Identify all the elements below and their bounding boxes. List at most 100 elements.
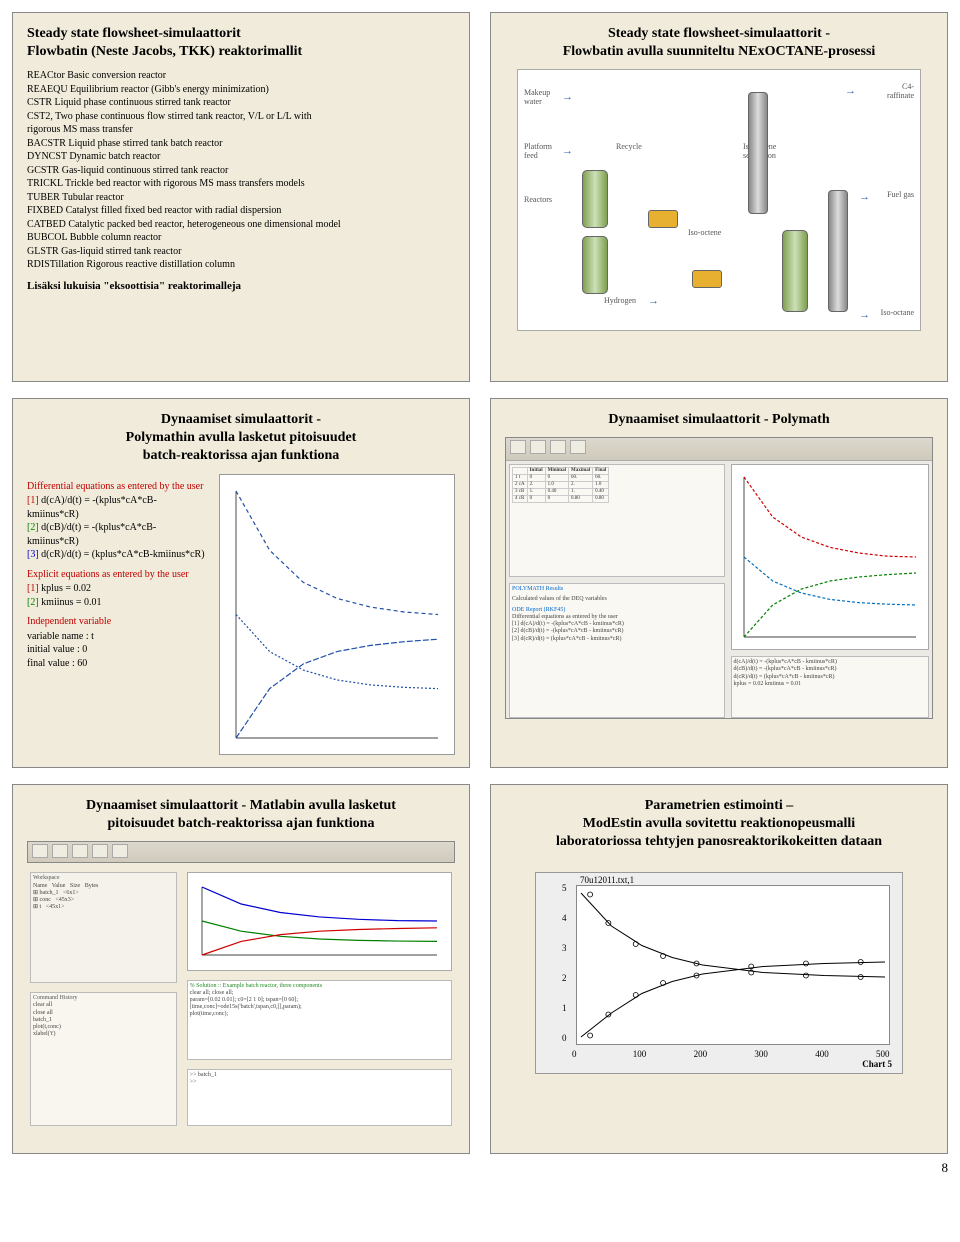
reactor-item: DYNCST Dynamic batch reactor [27,150,455,164]
reactor-item: CST2, Two phase continuous flow stirred … [27,110,455,124]
diff2: d(cB)/d(t) = -(kplus*cA*cB-kmiinus*cR) [27,522,156,547]
toolbar-button[interactable] [32,844,48,858]
xtick: 100 [633,1049,647,1059]
slide4-title: Dynaamiset simulaattorit - Polymath [505,411,933,429]
xtick: 300 [754,1049,768,1059]
ode-report-panel: POLYMATH Results Calculated values of th… [509,583,725,718]
toolbar-button[interactable] [52,844,68,858]
workspace-panel: Workspace Name Value Size Bytes ⊞ batch_… [30,872,177,983]
arrow-icon: → [859,192,870,203]
indep1: variable name : t [27,630,207,644]
editor-panel: d(cA)/d(t) = -(kplus*cA*cB - kmiinus*cR)… [731,656,929,718]
slide1-title: Steady state flowsheet-simulaattorit Flo… [27,25,455,61]
expl-heading: Explicit equations as entered by the use… [27,568,207,582]
column-2-icon [828,190,848,312]
toolbar-button[interactable] [510,440,526,454]
reactor-item: TUBER Tubular reactor [27,191,455,205]
reactor-item: TRICKL Trickle bed reactor with rigorous… [27,177,455,191]
slide3-title-l3: batch-reaktorissa ajan funktiona [27,447,455,465]
ytick: 4 [562,913,567,923]
reactor-item: CSTR Liquid phase continuous stirred tan… [27,96,455,110]
slide5-title-l1: Dynaamiset simulaattorit - Matlabin avul… [27,797,455,815]
diff1: d(cA)/d(t) = -(kplus*cA*cB-kmiinus*cR) [27,495,157,520]
results-table-panel: InitialMinimalMaximalFinal1 t0060.60.2 c… [509,464,725,577]
slide3-title: Dynaamiset simulaattorit - Polymathin av… [27,411,455,466]
flowsheet-diagram: Makeup water Platform feed Reactors Recy… [517,69,921,331]
equations-column: Differential equations as entered by the… [27,474,207,755]
ytick: 2 [562,973,567,983]
expl2: kmiinus = 0.01 [41,597,101,608]
heatex-2-icon [692,270,722,288]
toolbar-button[interactable] [112,844,128,858]
ytick: 3 [562,943,567,953]
reactor-item: BACSTR Liquid phase stirred tank batch r… [27,137,455,151]
toolbar [506,438,932,461]
polymath-screenshot: InitialMinimalMaximalFinal1 t0060.60.2 c… [505,437,933,719]
toolbar-button[interactable] [550,440,566,454]
xtick: 0 [572,1049,577,1059]
arrow-icon: → [859,310,870,321]
slide5-title: Dynaamiset simulaattorit - Matlabin avul… [27,797,455,833]
results-table: InitialMinimalMaximalFinal1 t0060.60.2 c… [512,467,609,503]
label-hydrogen: Hydrogen [604,296,636,305]
label-fuelgas: Fuel gas [887,190,914,199]
expl1: kplus = 0.02 [41,583,91,594]
command-window: >> batch_1 >> [187,1069,452,1127]
polymath-screenshot-chart [731,464,929,650]
reactor-item: rigorous MS mass transfer [27,123,455,137]
column-1-icon [748,92,768,214]
indep-heading: Independent variable [27,615,207,629]
chart-label: Chart 5 [862,1059,892,1069]
toolbar-button[interactable] [72,844,88,858]
toolbar-button[interactable] [92,844,108,858]
slide-polymath-eq: Dynaamiset simulaattorit - Polymathin av… [12,398,470,768]
slide2-title: Steady state flowsheet-simulaattorit - F… [505,25,933,61]
matlab-screenshot: Workspace Name Value Size Bytes ⊞ batch_… [27,869,455,1129]
matlab-figure [187,872,452,970]
slide2-title-l1: Steady state flowsheet-simulaattorit - [505,25,933,43]
slide2-title-l2: Flowbatin avulla suunniteltu NExOCTANE-p… [505,43,933,61]
editor-panel: % Solution :: Example batch reactor, thr… [187,980,452,1060]
reactor-item: GCSTR Gas-liquid continuous stirred tank… [27,164,455,178]
toolbar-button[interactable] [530,440,546,454]
reactor-item: BUBCOL Bubble column reactor [27,231,455,245]
arrow-icon: → [845,86,856,97]
slide3-title-l1: Dynaamiset simulaattorit - [27,411,455,429]
label-isooctane: Iso-octane [881,308,914,317]
chart-plotarea [576,885,890,1045]
xtick: 400 [815,1049,829,1059]
diff2-idx: [2] [27,522,39,533]
reactor-1-icon [582,170,608,228]
slide6-title: Parametrien estimointi – ModEstin avulla… [505,797,933,852]
matlab-toolbar [27,841,455,863]
ytick: 1 [562,1003,567,1013]
ytick: 5 [562,883,567,893]
reactor-list: REACtor Basic conversion reactorREAEQU E… [27,69,455,272]
slide-flowsheet: Steady state flowsheet-simulaattorit - F… [490,12,948,382]
arrow-icon: → [562,146,573,157]
reactor-item: RDISTillation Rigorous reactive distilla… [27,258,455,272]
slide1-title-l1: Steady state flowsheet-simulaattorit [27,25,455,43]
diff3-idx: [3] [27,549,39,560]
slide1-title-l2: Flowbatin (Neste Jacobs, TKK) reaktorima… [27,43,455,61]
polymath-chart [219,474,455,755]
heatex-1-icon [648,210,678,228]
slide-polymath-shot: Dynaamiset simulaattorit - Polymath Init… [490,398,948,768]
history-panel: Command History clear allclose allbatch_… [30,992,177,1126]
expl2-idx: [2] [27,597,39,608]
reactor-item: REACtor Basic conversion reactor [27,69,455,83]
expl1-idx: [1] [27,583,39,594]
toolbar-button[interactable] [570,440,586,454]
xtick: 200 [694,1049,708,1059]
slide1-addendum: Lisäksi lukuisia "eksoottisia" reaktorim… [27,280,455,292]
label-reactors: Reactors [524,195,552,204]
diff3: d(cR)/d(t) = (kplus*cA*cB-kmiinus*cR) [41,549,204,560]
reactor-2-icon [582,236,608,294]
label-c4raff: C4- raffinate [887,82,914,100]
reactor-3-icon [782,230,808,312]
diff1-idx: [1] [27,495,39,506]
indep3: final value : 60 [27,657,207,671]
xtick: 500 [876,1049,890,1059]
label-makeup: Makeup water [524,88,550,106]
slide3-title-l2: Polymathin avulla lasketut pitoisuudet [27,429,455,447]
